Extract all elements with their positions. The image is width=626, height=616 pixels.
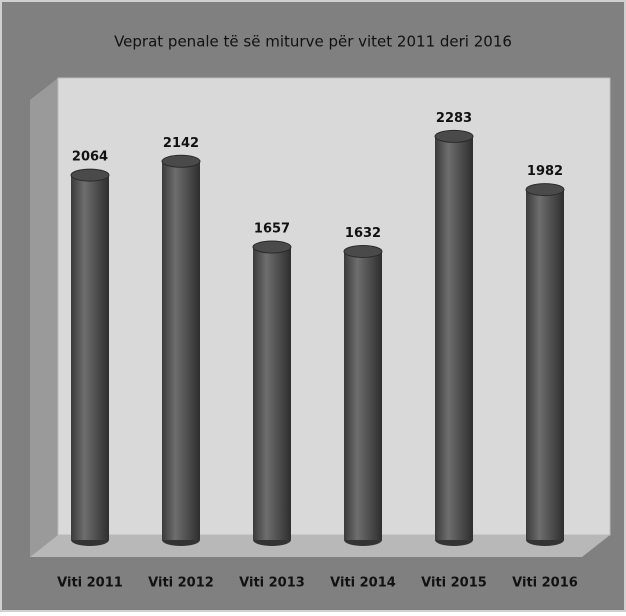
bar-top <box>70 168 110 182</box>
bar <box>162 161 200 540</box>
bar-top <box>434 129 474 143</box>
x-tick-label: Viti 2015 <box>421 576 487 591</box>
bar <box>71 175 109 541</box>
bar-top <box>343 244 383 258</box>
data-label: 1982 <box>527 164 563 179</box>
chart-title: Veprat penale të së miturve për vitet 20… <box>114 33 512 51</box>
bar-top <box>161 154 201 168</box>
data-label: 1632 <box>345 226 381 241</box>
x-tick-label: Viti 2014 <box>330 576 396 591</box>
bar <box>344 251 382 540</box>
bar <box>435 136 473 540</box>
data-label: 2283 <box>436 111 472 126</box>
data-label: 2142 <box>163 136 199 151</box>
x-tick-label: Viti 2012 <box>148 576 214 591</box>
data-label: 1657 <box>254 222 290 237</box>
bar-top <box>525 183 565 197</box>
x-tick-label: Viti 2016 <box>512 576 578 591</box>
data-label: 2064 <box>72 150 108 165</box>
bar-top <box>252 240 292 254</box>
x-tick-label: Viti 2013 <box>239 576 305 591</box>
x-tick-label: Viti 2011 <box>57 576 123 591</box>
back-wall <box>57 77 611 536</box>
bar <box>253 247 291 540</box>
bar <box>526 189 564 540</box>
side-wall <box>30 78 58 557</box>
floor <box>30 535 610 557</box>
